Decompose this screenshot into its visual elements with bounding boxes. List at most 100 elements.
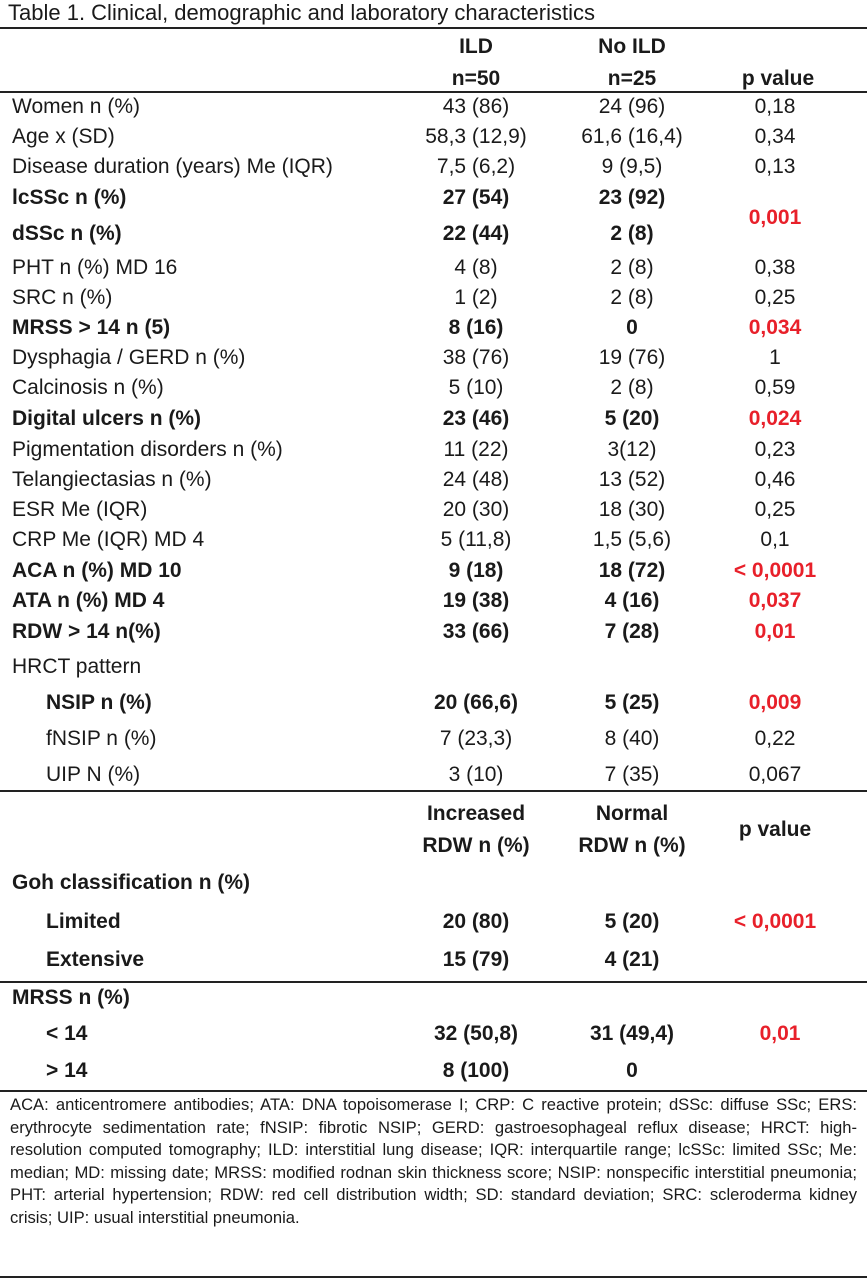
header-no-ild: No ILD n=25 [598, 35, 666, 90]
row-label: MRSS > 14 n (5) [12, 316, 171, 339]
p-value: 0,034 [748, 316, 802, 339]
p-value: 0,22 [754, 727, 796, 750]
no-ild-value: 2 (8) [610, 376, 654, 399]
p-value: 0,25 [754, 286, 796, 309]
mrss-heading-row: MRSS n (%) [12, 986, 130, 1009]
row-label: PHT n (%) MD 16 [12, 256, 178, 279]
no-ild-value: 3(12) [607, 438, 657, 461]
goh-heading-row: Goh classification n (%) [12, 871, 251, 894]
header-increased-rdw: Increased RDW n (%) [422, 802, 530, 857]
table-row: MRSS > 14 n (5) 8 (16) 0 0,034 [0, 313, 867, 343]
row-label: HRCT pattern [12, 655, 142, 678]
row-label: UIP N (%) [46, 763, 141, 786]
p-value: 0,037 [748, 589, 802, 612]
mrss-row-over-14: > 14 8 (100) 0 [46, 1059, 638, 1082]
ild-value: 19 (38) [442, 589, 510, 612]
top-rule [0, 27, 867, 29]
row-label: dSSc n (%) [12, 222, 122, 245]
ild-value: 8 (16) [448, 316, 504, 339]
header-rule [0, 91, 867, 93]
row-label: ATA n (%) MD 4 [12, 589, 165, 612]
ild-value: 43 (86) [442, 95, 510, 118]
ild-value: 5 (11,8) [440, 528, 512, 551]
ild-value: 22 (44) [442, 222, 510, 245]
goh-row-extensive: Extensive 15 (79) 4 (21) [46, 948, 660, 971]
ild-value: 7 (23,3) [439, 727, 513, 750]
p-value: 0,024 [748, 407, 802, 430]
table-row: CRP Me (IQR) MD 4 5 (11,8) 1,5 (5,6) 0,1 [0, 525, 867, 555]
no-ild-value: 23 (92) [598, 186, 666, 209]
ild-value: 38 (76) [442, 346, 510, 369]
ild-value: 5 (10) [448, 376, 504, 399]
table-row: Disease duration (years) Me (IQR) 7,5 (6,… [0, 152, 867, 182]
header-p-value: p value [741, 67, 815, 90]
table-row: Calcinosis n (%) 5 (10) 2 (8) 0,59 [0, 373, 867, 403]
no-ild-value: 5 (20) [604, 407, 660, 430]
no-ild-value: 0 [626, 316, 638, 339]
header-ild: ILD n=50 [451, 35, 501, 90]
header2-p-value: p value [738, 818, 812, 841]
ild-value: 24 (48) [442, 468, 510, 491]
ild-value: 11 (22) [443, 438, 509, 461]
table-row: PHT n (%) MD 16 4 (8) 2 (8) 0,38 [0, 253, 867, 283]
no-ild-value: 24 (96) [598, 95, 666, 118]
no-ild-value: 2 (8) [610, 222, 654, 245]
mrss-row-under-14: < 14 32 (50,8) 31 (49,4) [46, 1022, 675, 1045]
table-row: Digital ulcers n (%) 23 (46) 5 (20) 0,024 [0, 404, 867, 434]
p-value: 0,46 [754, 468, 796, 491]
table-row: lcSSc n (%) 27 (54) 23 (92) [0, 183, 867, 213]
table-row: dSSc n (%) 22 (44) 2 (8) [0, 219, 867, 249]
mrss-p-value: 0,01 [759, 1022, 801, 1045]
p-value: 0,18 [754, 95, 796, 118]
abbreviations-footnote: ACA: anticentromere antibodies; ATA: DNA… [10, 1095, 857, 1227]
p-value: 0,59 [754, 376, 796, 399]
goh-rule [0, 981, 867, 983]
ssc-p-value: 0,001 [748, 206, 802, 229]
ild-value: 9 (18) [448, 559, 504, 582]
row-label: Dysphagia / GERD n (%) [12, 346, 246, 369]
table-row: SRC n (%) 1 (2) 2 (8) 0,25 [0, 283, 867, 313]
no-ild-value: 61,6 (16,4) [581, 125, 683, 148]
p-value: 0,009 [748, 691, 802, 714]
ild-value: 33 (66) [442, 620, 510, 643]
p-value: 0,34 [754, 125, 796, 148]
ild-value: 27 (54) [442, 186, 510, 209]
no-ild-value: 8 (40) [604, 727, 660, 750]
header-normal-rdw: Normal RDW n (%) [578, 802, 686, 857]
no-ild-value: 2 (8) [610, 256, 654, 279]
section-rule [0, 790, 867, 792]
p-value: 0,1 [760, 528, 790, 551]
table-row: RDW > 14 n(%) 33 (66) 7 (28) 0,01 [0, 617, 867, 647]
ild-value: 58,3 (12,9) [425, 125, 527, 148]
no-ild-value: 13 (52) [598, 468, 666, 491]
no-ild-value: 7 (35) [604, 763, 660, 786]
ild-value: 20 (66,6) [433, 691, 519, 714]
p-value: 0,13 [754, 155, 796, 178]
table-row: Women n (%) 43 (86) 24 (96) 0,18 [0, 92, 867, 122]
table-row: HRCT pattern [0, 652, 867, 682]
row-label: Calcinosis n (%) [12, 376, 164, 399]
table-row: UIP N (%) 3 (10) 7 (35) 0,067 [0, 760, 867, 790]
goh-row-limited: Limited 20 (80) 5 (20) [46, 910, 660, 933]
row-label: Pigmentation disorders n (%) [12, 438, 283, 461]
no-ild-value: 1,5 (5,6) [592, 528, 672, 551]
row-label: ACA n (%) MD 10 [12, 559, 182, 582]
footer-rule [0, 1090, 867, 1092]
p-value: 1 [769, 346, 781, 369]
no-ild-value: 19 (76) [598, 346, 666, 369]
no-ild-value: 18 (30) [598, 498, 666, 521]
p-value: < 0,0001 [733, 559, 817, 582]
no-ild-value: 4 (16) [604, 589, 660, 612]
no-ild-value: 5 (25) [604, 691, 660, 714]
table-row: ACA n (%) MD 10 9 (18) 18 (72) < 0,0001 [0, 556, 867, 586]
no-ild-value: 18 (72) [598, 559, 666, 582]
table-row: Pigmentation disorders n (%) 11 (22) 3(12)… [0, 435, 867, 465]
no-ild-value: 9 (9,5) [601, 155, 663, 178]
row-label: NSIP n (%) [46, 691, 152, 714]
bottom-rule [0, 1276, 867, 1278]
no-ild-value: 7 (28) [604, 620, 660, 643]
ild-value: 20 (30) [442, 498, 510, 521]
ild-value: 23 (46) [442, 407, 510, 430]
ild-value: 1 (2) [454, 286, 498, 309]
table-row: Dysphagia / GERD n (%) 38 (76) 19 (76) 1 [0, 343, 867, 373]
